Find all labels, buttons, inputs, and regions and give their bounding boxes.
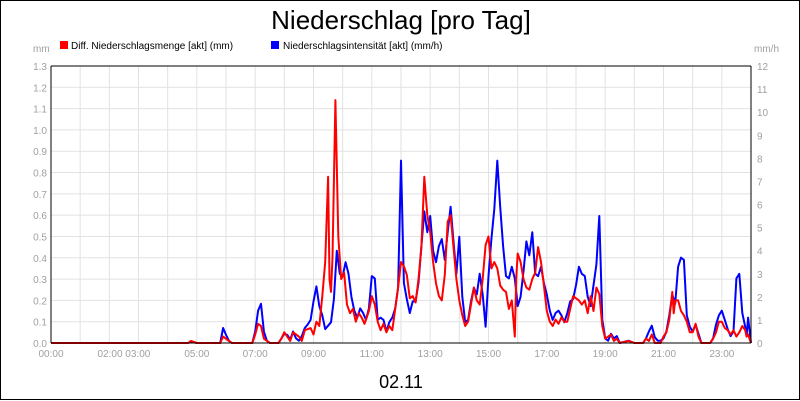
y-left-tick-label: 0.5	[33, 232, 47, 243]
legend-swatch-red	[60, 41, 68, 49]
y-right-tick-label: 12	[757, 62, 769, 73]
x-tick-label: 09:00	[301, 349, 326, 360]
y-left-tick-label: 0.9	[33, 147, 47, 158]
x-tick-label: 00:00	[38, 349, 63, 360]
y-left-tick-label: 1.1	[33, 105, 47, 116]
y-left-tick-label: 0.2	[33, 296, 47, 307]
y-left-tick-label: 0.1	[33, 318, 47, 329]
y-left-tick-label: 0.8	[33, 169, 47, 180]
x-tick-label: 17:00	[534, 349, 559, 360]
x-tick-label: 11:00	[360, 349, 385, 360]
legend-label-menge: Diff. Niederschlagsmenge [akt] (mm)	[71, 41, 233, 52]
y-right-tick-label: 0	[757, 339, 763, 350]
x-tick-label: 19:00	[593, 349, 618, 360]
x-tick-label: 05:00	[184, 349, 209, 360]
y-left-tick-label: 0.3	[33, 275, 47, 286]
y-left-tick-label: 1.0	[33, 126, 47, 137]
legend-swatch-blue	[271, 41, 279, 49]
chart-title: Niederschlag [pro Tag]	[271, 5, 531, 35]
right-axis-unit: mm/h	[754, 44, 779, 55]
series-layer	[51, 99, 752, 344]
x-tick-label: 13:00	[418, 349, 443, 360]
y-left-tick-label: 0.4	[33, 254, 47, 265]
y-right-tick-label: 8	[757, 154, 763, 165]
y-right-tick-label: 6	[757, 201, 763, 212]
x-tick-label: 07:00	[243, 349, 268, 360]
series-line-niederschlagsmenge	[51, 99, 752, 344]
y-left-tick-label: 0.6	[33, 211, 47, 222]
y-right-tick-label: 10	[757, 108, 769, 119]
y-right-tick-label: 7	[757, 177, 763, 188]
y-left-tick-label: 1.2	[33, 83, 47, 94]
y-left-tick-label: 0.0	[33, 339, 47, 350]
y-right-tick-label: 2	[757, 293, 763, 304]
y-right-tick-label: 9	[757, 131, 763, 142]
x-tick-label: 23:00	[709, 349, 734, 360]
left-axis-unit: mm	[33, 44, 50, 55]
grid-layer	[51, 65, 751, 343]
y-right-tick-label: 1	[757, 316, 763, 327]
y-right-tick-label: 5	[757, 224, 763, 235]
legend-label-intensitaet: Niederschlagsintensität [akt] (mm/h)	[283, 41, 443, 52]
y-right-tick-label: 4	[757, 247, 763, 258]
x-tick-label: 21:00	[651, 349, 676, 360]
x-tick-label: 02:00 03:00	[98, 349, 151, 360]
y-right-tick-label: 11	[757, 85, 768, 96]
date-label: 02.11	[379, 372, 423, 392]
y-right-tick-label: 3	[757, 270, 763, 281]
y-left-tick-label: 1.3	[33, 62, 47, 73]
tick-layer: 0.0 0.1 0.2 0.3 0.4 0.5 0.6 0.7 0.8 0.9 1.0 1.1 1.2 1…	[33, 62, 768, 360]
y-left-tick-label: 0.7	[33, 190, 47, 201]
x-tick-label: 15:00	[476, 349, 501, 360]
